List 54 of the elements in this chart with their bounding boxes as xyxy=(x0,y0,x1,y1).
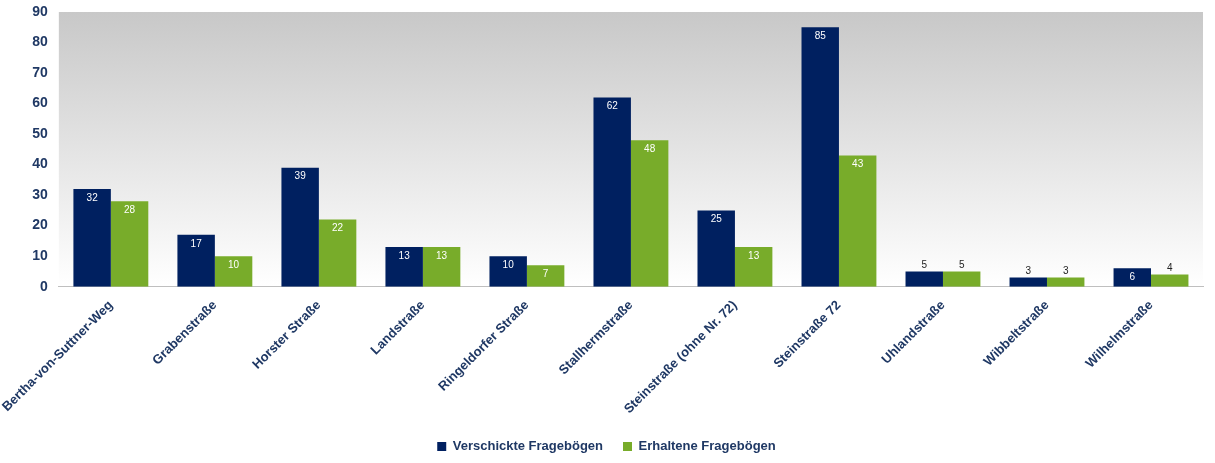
y-tick-label: 0 xyxy=(40,277,49,294)
data-label: 28 xyxy=(124,203,136,215)
data-label: 7 xyxy=(542,268,549,280)
data-label: 25 xyxy=(710,213,723,225)
bar xyxy=(177,234,215,287)
data-label: 85 xyxy=(814,30,827,42)
bar xyxy=(110,201,149,287)
data-label: 4 xyxy=(1166,262,1173,274)
data-label: 32 xyxy=(86,191,99,203)
bar xyxy=(422,247,461,287)
data-label: 13 xyxy=(436,249,448,261)
y-tick-label: 60 xyxy=(32,94,49,111)
data-label: 13 xyxy=(748,249,760,261)
bar xyxy=(734,247,773,287)
bar xyxy=(73,189,111,287)
y-tick-label: 20 xyxy=(32,216,49,233)
data-label: 3 xyxy=(1062,265,1069,277)
bar xyxy=(905,271,943,287)
data-label: 17 xyxy=(190,237,203,249)
bar xyxy=(318,219,357,287)
data-label: 10 xyxy=(502,258,515,270)
bar xyxy=(281,167,319,287)
data-label: 22 xyxy=(332,222,344,234)
bar xyxy=(697,210,735,287)
bar xyxy=(526,265,565,287)
data-label: 13 xyxy=(398,249,411,261)
bar xyxy=(489,256,527,287)
data-label: 6 xyxy=(1129,271,1136,283)
y-tick-label: 10 xyxy=(32,247,49,264)
y-tick-label: 70 xyxy=(32,63,49,80)
data-label: 5 xyxy=(921,259,928,271)
bar xyxy=(838,155,877,287)
bar xyxy=(630,140,669,287)
data-label: 3 xyxy=(1025,265,1032,277)
bar xyxy=(1113,268,1151,287)
bar xyxy=(1150,274,1189,287)
data-label: 62 xyxy=(606,100,619,112)
bar xyxy=(214,256,253,287)
y-tick-label: 80 xyxy=(32,33,49,50)
y-tick-label: 30 xyxy=(32,185,49,202)
legend-label: Verschickte Fragebögen xyxy=(452,438,604,454)
data-label: 43 xyxy=(852,158,864,170)
y-tick-label: 90 xyxy=(32,2,49,19)
data-label: 48 xyxy=(644,142,656,154)
data-label: 5 xyxy=(958,259,965,271)
data-label: 39 xyxy=(294,170,307,182)
legend-label: Erhaltene Fragebögen xyxy=(638,438,776,454)
y-tick-label: 40 xyxy=(32,155,49,172)
bar xyxy=(385,247,423,287)
data-label: 10 xyxy=(228,258,240,270)
bar xyxy=(942,271,981,287)
bar xyxy=(593,97,631,287)
bar xyxy=(801,27,839,287)
y-tick-label: 50 xyxy=(32,124,49,141)
